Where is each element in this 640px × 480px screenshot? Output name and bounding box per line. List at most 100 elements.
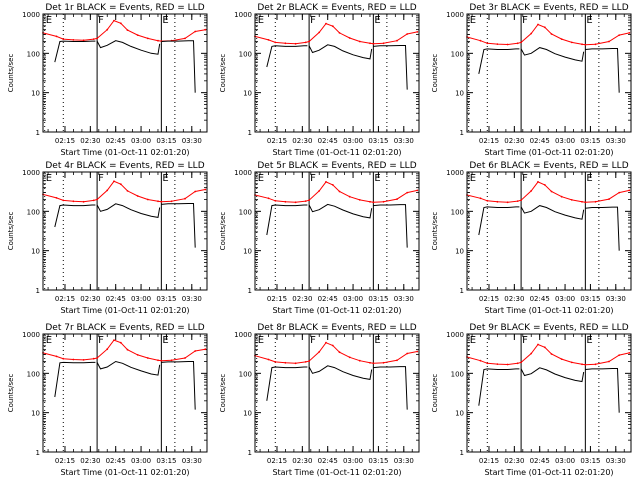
x-tick-label: 02:15 xyxy=(479,295,499,303)
lld-data-point xyxy=(62,199,65,202)
y-tick-label: 100 xyxy=(27,370,40,378)
lld-data-point xyxy=(194,30,197,33)
x-tick-label: 02:45 xyxy=(106,295,126,303)
lld-data-point xyxy=(62,357,65,360)
y-tick-label: 100 xyxy=(239,50,252,58)
lld-data-point xyxy=(96,198,98,201)
lld-data-point xyxy=(160,200,163,203)
lld-data-point xyxy=(358,359,361,362)
lld-data-point xyxy=(92,199,95,202)
events-series-line xyxy=(520,367,585,383)
events-series-line xyxy=(308,44,373,60)
lld-data-point xyxy=(96,37,98,40)
lld-data-point xyxy=(274,361,277,363)
events-series-line xyxy=(478,48,520,75)
x-tick-label: 02:30 xyxy=(80,295,100,303)
lld-data-point xyxy=(92,38,95,40)
event-marker-label: F xyxy=(98,15,104,26)
lld-data-point xyxy=(396,359,398,362)
x-tick-label: 03:15 xyxy=(580,457,600,465)
events-series-line xyxy=(54,204,96,228)
lld-data-point xyxy=(55,355,58,358)
lld-data-point xyxy=(284,200,287,203)
lld-data-point xyxy=(584,43,587,46)
lld-data-point xyxy=(516,42,519,45)
y-tick-label: 100 xyxy=(239,370,252,378)
lld-data-point xyxy=(204,188,207,191)
lld-data-point xyxy=(157,39,159,42)
x-tick-label: 02:15 xyxy=(55,295,75,303)
y-tick-label: 10 xyxy=(455,90,464,98)
events-series-line xyxy=(266,366,308,401)
lld-data-point xyxy=(318,31,321,34)
x-tick-label: 02:45 xyxy=(318,295,338,303)
lld-data-point xyxy=(284,42,287,45)
x-tick-label: 02:15 xyxy=(479,137,499,145)
lld-data-point xyxy=(308,360,310,362)
lld-data-point xyxy=(581,43,583,46)
x-tick-label: 03:15 xyxy=(368,295,388,303)
event-marker-label: F xyxy=(522,15,528,26)
x-tick-label: 02:15 xyxy=(55,457,75,465)
lld-data-point xyxy=(55,197,58,199)
lld-data-point xyxy=(570,361,573,364)
lld-data-point xyxy=(560,195,563,198)
lld-data-point xyxy=(608,360,610,363)
lld-data-point xyxy=(530,352,533,355)
lld-data-point xyxy=(348,356,351,359)
event-marker-label: E xyxy=(470,335,476,346)
lld-data-point xyxy=(308,40,310,43)
event-marker-label: E xyxy=(162,15,168,26)
y-axis-label: Counts/sec xyxy=(7,54,15,93)
lld-data-point xyxy=(55,35,58,38)
detector-panel: Det 6r BLACK = Events, RED = LLD Counts/s… xyxy=(431,161,632,315)
lld-data-point xyxy=(126,29,129,31)
y-tick-label: 1 xyxy=(248,287,252,295)
events-series-line xyxy=(161,203,196,248)
lld-data-point xyxy=(325,22,327,25)
x-tick-label: 02:15 xyxy=(267,295,287,303)
event-marker-label: F xyxy=(522,173,528,184)
lld-data-point xyxy=(331,184,334,186)
lld-data-point xyxy=(618,354,621,356)
x-axis-label: Start Time (01-Oct-11 02:01:20) xyxy=(60,468,189,477)
lld-data-point xyxy=(416,350,419,353)
lld-data-point xyxy=(479,39,482,42)
x-tick-label: 03:00 xyxy=(343,137,363,145)
lld-data-point xyxy=(372,42,375,45)
x-tick-label: 02:15 xyxy=(55,137,75,145)
lld-data-point xyxy=(496,363,499,365)
lld-series-line xyxy=(466,181,630,203)
event-marker-label: E xyxy=(258,335,264,346)
y-tick-label: 1000 xyxy=(234,169,252,177)
lld-data-point xyxy=(506,363,509,366)
x-tick-label: 03:00 xyxy=(131,137,151,145)
event-marker-label: E xyxy=(46,173,52,184)
lld-data-point xyxy=(194,350,197,352)
x-tick-label: 03:30 xyxy=(394,295,414,303)
lld-data-point xyxy=(396,198,398,201)
lld-data-point xyxy=(160,359,163,362)
lld-data-point xyxy=(506,43,509,46)
lld-data-point xyxy=(267,39,270,41)
x-tick-label: 02:45 xyxy=(318,137,338,145)
lld-data-point xyxy=(543,184,546,186)
lld-data-point xyxy=(136,195,139,197)
x-tick-label: 03:30 xyxy=(606,295,626,303)
lld-data-point xyxy=(294,362,297,365)
events-series-line xyxy=(585,368,620,413)
y-axis-label: Counts/sec xyxy=(431,54,439,93)
lld-data-point xyxy=(136,354,139,356)
x-tick-label: 03:15 xyxy=(580,137,600,145)
event-marker-label: F xyxy=(310,335,316,346)
x-tick-label: 02:30 xyxy=(292,457,312,465)
lld-data-point xyxy=(618,34,621,36)
x-tick-label: 02:45 xyxy=(318,457,338,465)
lld-data-point xyxy=(584,363,587,366)
event-marker-label: F xyxy=(522,335,528,346)
x-tick-label: 02:45 xyxy=(530,295,550,303)
event-marker-label: F xyxy=(98,335,104,346)
event-marker-label: F xyxy=(98,173,104,184)
events-series-line xyxy=(96,203,161,218)
